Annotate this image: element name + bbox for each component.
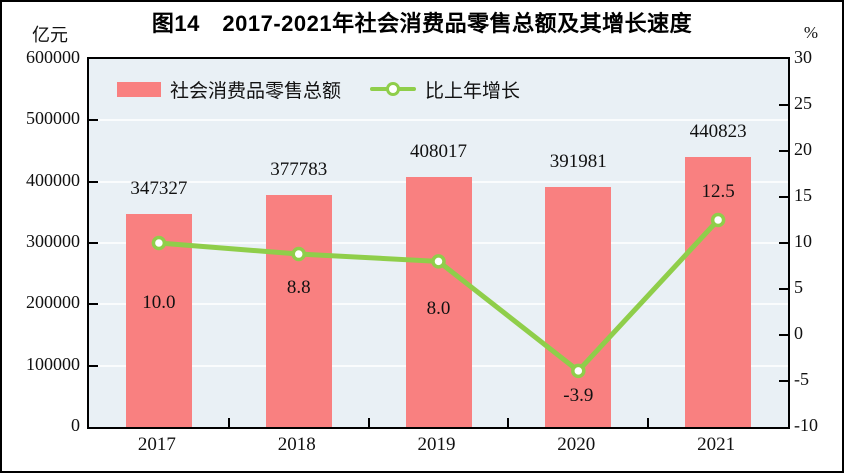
legend-bar-swatch-icon (117, 81, 161, 97)
x-axis-tick (367, 418, 370, 427)
bar-2018 (265, 195, 332, 427)
gridline (89, 119, 788, 122)
line-value-label: 8.0 (426, 298, 451, 320)
bar-value-label: 408017 (410, 140, 467, 162)
bar-value-label: 377783 (270, 159, 328, 181)
right-axis-tick (779, 104, 788, 106)
legend-line-label: 比上年增长 (425, 80, 521, 102)
right-axis-tick-label: 30 (794, 47, 812, 67)
line-value-label: 10.0 (142, 292, 176, 313)
bar-value-label: 391981 (549, 150, 607, 172)
left-axis-tick (89, 119, 98, 122)
left-axis-unit-label: 亿元 (32, 25, 68, 45)
line-value-label: 12.5 (701, 181, 735, 202)
bar-2019 (405, 176, 472, 427)
x-axis-label-2017: 2017 (137, 434, 176, 455)
x-axis-label-2021: 2021 (697, 434, 736, 455)
x-axis-label-2020: 2020 (557, 434, 596, 455)
right-axis-tick (779, 196, 788, 198)
left-axis-tick-label: 0 (71, 415, 80, 435)
left-axis-tick-label: 300000 (26, 231, 80, 251)
right-axis-unit-label: % (803, 23, 818, 42)
bar-2020 (545, 186, 612, 427)
right-axis-tick (779, 288, 788, 290)
bar-2021 (685, 156, 752, 427)
legend: 社会消费品零售总额 比上年增长 (117, 76, 520, 102)
line-marker-2020 (571, 363, 586, 379)
line-marker-2017 (151, 235, 167, 251)
left-axis-tick-label: 500000 (26, 108, 80, 129)
line-marker-2018 (291, 246, 306, 262)
left-axis-tick (89, 180, 98, 183)
legend-line-swatch-icon (370, 81, 417, 97)
right-axis-tick-label: 0 (794, 323, 803, 343)
bar-value-label: 440823 (689, 120, 747, 142)
x-axis-label-2019: 2019 (417, 434, 456, 455)
right-axis-tick-label: 10 (794, 231, 812, 251)
left-axis-tick (89, 303, 98, 306)
right-axis-tick-label: -5 (794, 369, 809, 389)
chart-title: 图14 2017-2021年社会消费品零售总额及其增长速度 (151, 11, 693, 36)
right-axis-tick (779, 242, 788, 244)
left-axis-tick-label: 600000 (26, 47, 80, 67)
plot-area: 社会消费品零售总额 比上年增长 347327 377783 408017 391981… (87, 57, 790, 429)
line-marker-2019 (431, 254, 446, 269)
right-axis-tick-label: 5 (794, 277, 803, 297)
legend-line-marker-icon (386, 82, 401, 96)
left-axis-tick-label: 400000 (26, 169, 80, 190)
right-axis-tick (779, 334, 788, 336)
right-axis-tick-label: 20 (794, 139, 812, 159)
right-axis-tick-label: 25 (794, 93, 812, 113)
left-axis-tick-label: 100000 (26, 353, 80, 374)
x-axis-tick (647, 418, 650, 427)
right-axis-tick (779, 380, 788, 382)
x-axis-label-2018: 2018 (277, 434, 316, 455)
right-axis-tick (779, 150, 788, 152)
x-axis-tick (227, 418, 230, 427)
right-axis-tick-label: -10 (794, 415, 818, 435)
line-marker-2021 (710, 212, 726, 228)
right-axis-tick-label: 15 (794, 185, 812, 205)
left-axis-tick (89, 242, 98, 244)
x-axis-tick (507, 418, 510, 427)
legend-bar-label: 社会消费品零售总额 (170, 80, 342, 102)
left-axis-tick-label: 200000 (26, 292, 80, 313)
bar-value-label: 347327 (130, 177, 188, 199)
left-axis-tick (89, 364, 98, 367)
line-value-label: 8.8 (286, 277, 311, 299)
line-value-label: -3.9 (563, 384, 594, 406)
growth-line-chart (151, 212, 726, 379)
